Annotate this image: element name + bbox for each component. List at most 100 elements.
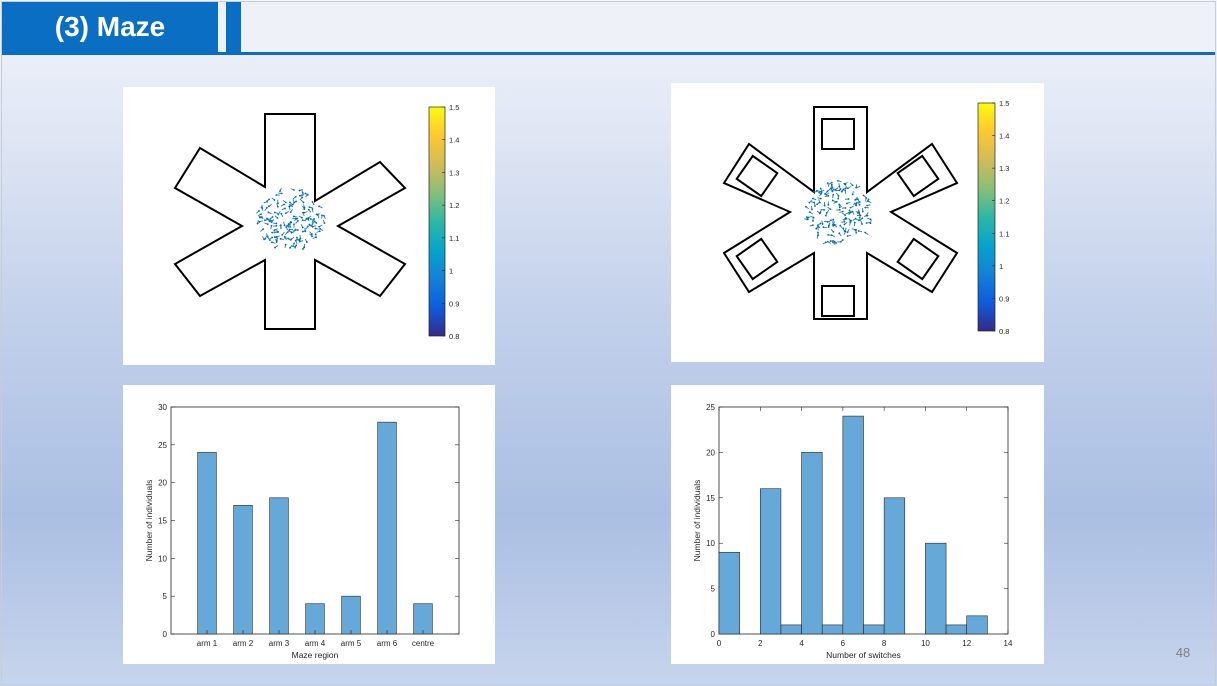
agent-dot xyxy=(865,214,868,217)
agent-dot xyxy=(294,217,297,220)
agent-dot xyxy=(816,203,819,206)
agent-dot xyxy=(291,203,294,206)
agent-dot xyxy=(826,220,829,223)
agent-dot xyxy=(845,217,847,219)
agent-dot xyxy=(816,189,818,192)
y-tick-label: 5 xyxy=(163,592,168,601)
x-tick-label: 0 xyxy=(717,639,722,648)
agent-dot xyxy=(289,246,291,249)
maze-obstacles-svg: 1.5 1.4 1.3 1.2 1.1 1 0.9 0.8 xyxy=(722,99,1009,336)
agent-dot xyxy=(858,203,861,206)
x-tick-label: centre xyxy=(412,639,435,648)
agent-dot xyxy=(813,191,815,193)
agent-dot xyxy=(311,201,314,203)
agent-dot xyxy=(839,188,842,191)
agent-dot xyxy=(287,237,290,240)
agent-dot xyxy=(818,212,821,215)
agent-dot xyxy=(266,217,268,220)
agent-dot xyxy=(832,224,835,227)
maze-plain-svg: 1.5 1.4 1.3 1.2 1.1 1 0.9 0.8 xyxy=(173,103,459,341)
agent-dot xyxy=(827,194,830,197)
agent-dot xyxy=(309,217,312,220)
agent-dot xyxy=(867,200,870,203)
agent-dot xyxy=(308,223,311,226)
agent-dot xyxy=(301,230,304,233)
agent-dot xyxy=(851,210,854,213)
maze-plot-obstacles: 1.5 1.4 1.3 1.2 1.1 1 0.9 0.8 xyxy=(671,83,1044,362)
agent-dot xyxy=(311,208,314,210)
bar xyxy=(341,595,361,635)
agent-dot xyxy=(827,224,830,227)
agent-dot xyxy=(806,218,809,221)
agent-dot xyxy=(318,230,321,233)
y-tick-label: 0 xyxy=(711,630,716,639)
agent-dot xyxy=(280,192,283,195)
agent-dot xyxy=(296,229,299,231)
agent-dot xyxy=(815,227,818,230)
agent-dot xyxy=(857,219,860,222)
agent-dot xyxy=(263,238,266,241)
agent-dot xyxy=(824,192,826,195)
agent-dot xyxy=(292,215,295,218)
agent-dot xyxy=(855,204,858,207)
agent-dot xyxy=(289,221,292,223)
agent-dot xyxy=(271,216,274,218)
agent-dot xyxy=(841,239,844,241)
agent-dot xyxy=(830,181,833,184)
agent-dot xyxy=(296,220,299,222)
histogram-bar xyxy=(801,452,823,635)
x-tick-label: arm 3 xyxy=(269,639,290,648)
agent-dot xyxy=(307,225,309,228)
agent-dot xyxy=(814,205,816,207)
agent-dot xyxy=(289,204,291,206)
agent-dot xyxy=(301,219,304,222)
agent-dot xyxy=(270,224,273,227)
agent-dot xyxy=(271,241,273,244)
agent-dot xyxy=(812,219,814,222)
agent-dot xyxy=(273,199,276,201)
agent-dot xyxy=(838,206,841,209)
agent-dot xyxy=(262,228,265,231)
agent-dot xyxy=(867,198,870,201)
agent-dot xyxy=(273,229,276,231)
x-axis-label: Maze region xyxy=(292,650,339,660)
x-tick-label: arm 4 xyxy=(305,639,326,648)
agent-dot xyxy=(839,224,842,227)
agent-dot xyxy=(293,223,295,226)
colorbar-tick-label: 0.9 xyxy=(449,299,459,308)
agent-dot xyxy=(283,235,286,238)
bar xyxy=(377,421,397,635)
colorbar-tick-label: 1 xyxy=(449,267,453,276)
agent-dot xyxy=(275,224,278,227)
agent-dot xyxy=(819,197,822,200)
agent-dot xyxy=(303,208,306,211)
agent-dot xyxy=(279,190,281,192)
y-tick-label: 15 xyxy=(706,494,715,503)
colorbar-tick-label: 0.8 xyxy=(999,327,1009,336)
x-tick-label: arm 2 xyxy=(233,639,254,648)
agent-dot xyxy=(829,240,832,242)
agent-dot xyxy=(865,222,868,224)
agent-dot xyxy=(284,212,287,215)
agent-dot xyxy=(834,188,837,191)
agent-dot xyxy=(284,207,286,210)
y-tick-label: 20 xyxy=(706,448,715,457)
histogram-bar xyxy=(780,624,802,635)
colorbar-tick-label: 1.3 xyxy=(999,164,1009,173)
agent-dot xyxy=(295,244,298,247)
agent-dot xyxy=(311,235,313,238)
agent-dot xyxy=(827,226,830,229)
agent-dot xyxy=(854,217,857,220)
slide-title: (3) Maze xyxy=(2,2,218,52)
bar xyxy=(233,505,253,635)
agent-dot xyxy=(827,203,830,206)
bar xyxy=(413,603,433,635)
agent-dot xyxy=(314,233,317,236)
obstacle xyxy=(821,118,855,150)
maze-plot-plain: 1.5 1.4 1.3 1.2 1.1 1 0.9 0.8 xyxy=(123,87,495,365)
agent-dot xyxy=(858,211,860,214)
agent-dot xyxy=(294,246,296,248)
agent-dot xyxy=(283,224,286,227)
agent-dot xyxy=(288,205,291,208)
agent-dot xyxy=(811,197,814,200)
